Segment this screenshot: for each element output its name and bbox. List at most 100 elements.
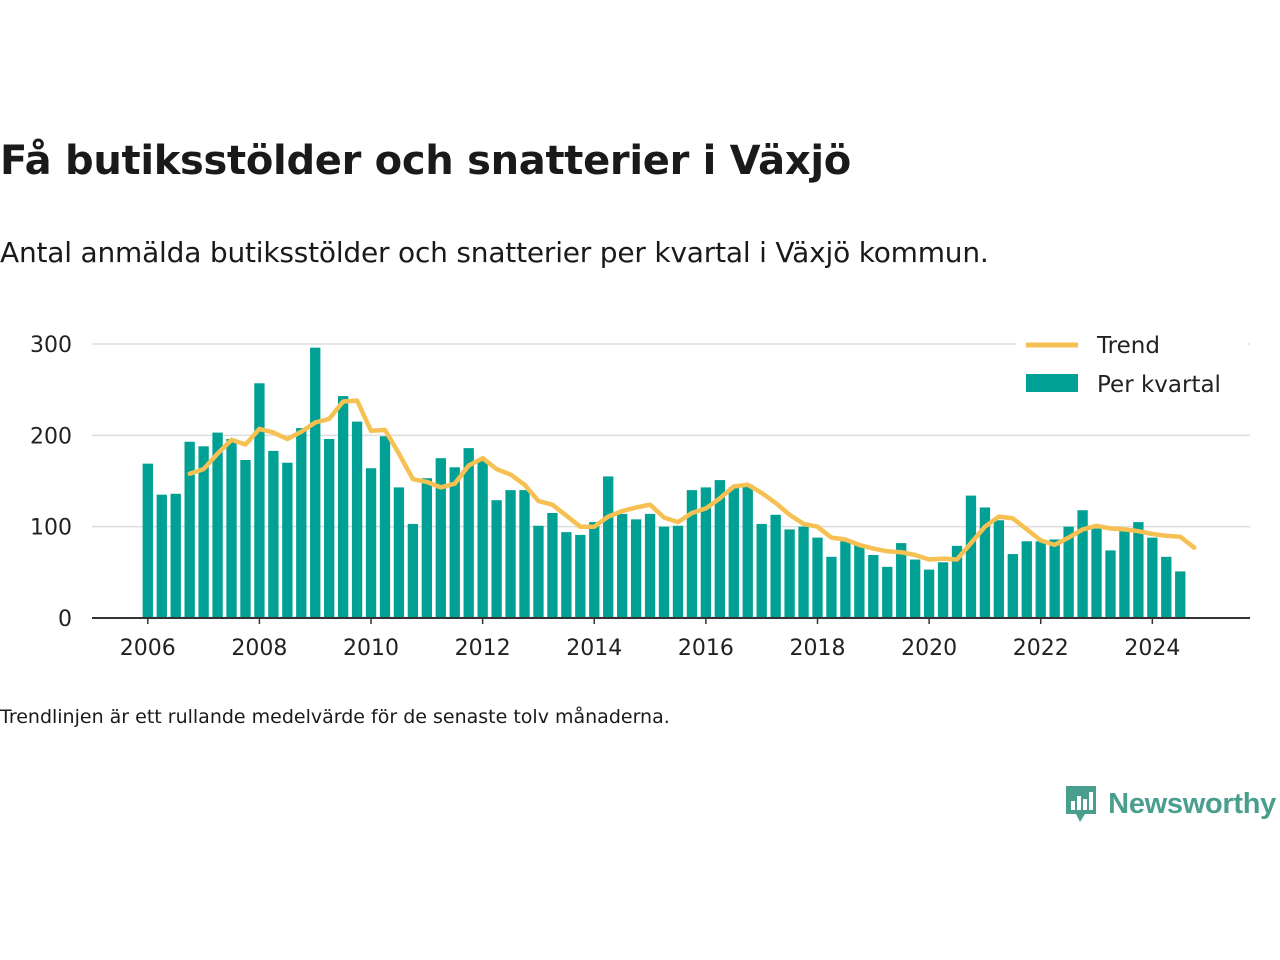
bar-per-kvartal (1175, 571, 1186, 618)
legend-label-per-kvartal: Per kvartal (1097, 372, 1221, 398)
brand-logo[interactable]: Newsworthy (1064, 784, 1276, 824)
bar-per-kvartal (533, 525, 544, 618)
bar-per-kvartal (240, 459, 251, 618)
bar-per-kvartal (589, 522, 600, 618)
bar-per-kvartal (770, 514, 781, 618)
bar-per-kvartal (170, 493, 181, 618)
bar-series-per-kvartal (142, 347, 1186, 618)
bar-per-kvartal (463, 448, 474, 618)
bar-per-kvartal (686, 490, 698, 618)
bar-per-kvartal (156, 494, 167, 618)
bar-per-kvartal (421, 478, 433, 618)
bar-per-kvartal (1049, 539, 1060, 618)
y-tick-label: 200 (30, 424, 72, 449)
bar-per-kvartal (756, 523, 767, 618)
bar-per-kvartal (449, 467, 460, 618)
x-tick-label: 2012 (455, 636, 511, 661)
newsworthy-logo-icon (1066, 786, 1097, 822)
bar-per-kvartal (714, 480, 725, 618)
bar-per-kvartal (868, 554, 879, 618)
bar-per-kvartal (1147, 537, 1158, 618)
bar-per-kvartal (909, 559, 921, 618)
bar-per-kvartal (672, 525, 684, 618)
bar-per-kvartal (184, 441, 195, 618)
bar-per-kvartal (226, 438, 237, 618)
chart-subtitle: Antal anmälda butiksstölder och snatteri… (0, 236, 989, 269)
legend-label-trend: Trend (1096, 333, 1160, 359)
bar-per-kvartal (603, 476, 614, 618)
bar-per-kvartal (1091, 528, 1102, 618)
y-tick-label: 100 (30, 516, 72, 541)
bar-per-kvartal (742, 484, 753, 618)
bar-per-kvartal (993, 520, 1005, 618)
bar-per-kvartal (826, 556, 837, 618)
bar-per-kvartal (630, 519, 642, 618)
bar-line-chart: 0 100 200 300 2006 2008 2010 2012 2014 2016 2018 20… (30, 328, 1250, 661)
x-tick-label: 2024 (1124, 636, 1180, 661)
bar-per-kvartal (310, 347, 321, 618)
x-tick-label: 2020 (901, 636, 957, 661)
bar-per-kvartal (212, 432, 223, 618)
axes: 0 100 200 300 2006 2008 2010 2012 2014 2016 2018 20… (30, 333, 1250, 661)
bar-per-kvartal (561, 532, 572, 618)
trend-line (187, 398, 1197, 562)
bar-per-kvartal (1021, 541, 1032, 618)
bar-per-kvartal (700, 487, 712, 618)
bar-per-kvartal (1161, 556, 1172, 618)
bar-per-kvartal (1063, 526, 1074, 618)
bar-per-kvartal (491, 500, 502, 618)
bar-per-kvartal (840, 541, 851, 618)
bar-per-kvartal (268, 450, 279, 618)
bar-per-kvartal (393, 487, 405, 618)
bar-per-kvartal (477, 459, 488, 618)
y-tick-label: 0 (58, 607, 72, 632)
bar-per-kvartal (519, 490, 530, 618)
bar-per-kvartal (937, 562, 949, 618)
bar-per-kvartal (658, 526, 670, 618)
bar-per-kvartal (896, 543, 907, 618)
bar-per-kvartal (979, 507, 991, 618)
bar-per-kvartal (951, 545, 963, 618)
legend-swatch-per-kvartal (1026, 374, 1078, 392)
bar-per-kvartal (617, 513, 628, 618)
bar-per-kvartal (351, 421, 363, 618)
bar-per-kvartal (365, 468, 377, 618)
bar-per-kvartal (1133, 522, 1144, 618)
y-tick-label: 300 (30, 333, 72, 358)
bar-per-kvartal (142, 463, 153, 618)
bar-per-kvartal (337, 396, 349, 618)
legend-background (1016, 328, 1248, 410)
bar-per-kvartal (296, 428, 307, 618)
legend: Trend Per kvartal (1016, 328, 1248, 410)
bar-per-kvartal (1119, 530, 1130, 618)
bar-per-kvartal (575, 534, 586, 618)
x-tick-label: 2010 (343, 636, 399, 661)
bar-per-kvartal (965, 495, 977, 618)
bar-per-kvartal (435, 458, 446, 618)
bar-per-kvartal (324, 438, 335, 618)
bar-per-kvartal (505, 490, 516, 618)
x-tick-label: 2014 (566, 636, 622, 661)
bar-per-kvartal (882, 566, 893, 618)
x-tick-label: 2006 (120, 636, 176, 661)
chart-title: Få butiksstölder och snatterier i Växjö (0, 138, 851, 184)
x-tick-label: 2016 (678, 636, 734, 661)
bar-per-kvartal (407, 523, 419, 618)
bar-per-kvartal (1105, 550, 1116, 618)
bar-per-kvartal (1035, 541, 1046, 618)
x-tick-label: 2018 (789, 636, 845, 661)
bar-per-kvartal (1007, 554, 1018, 618)
bar-per-kvartal (198, 446, 209, 618)
bar-per-kvartal (547, 512, 558, 618)
bar-per-kvartal (1077, 510, 1088, 618)
footnote: Trendlinjen är ett rullande medelvärde f… (0, 706, 670, 728)
bar-per-kvartal (379, 436, 391, 618)
line-series-trend (187, 398, 1197, 562)
bar-per-kvartal (282, 462, 293, 618)
x-tick-label: 2008 (231, 636, 287, 661)
bar-per-kvartal (254, 383, 265, 618)
bar-per-kvartal (798, 526, 809, 618)
bar-per-kvartal (854, 544, 865, 618)
bar-per-kvartal (644, 513, 656, 618)
bar-per-kvartal (784, 529, 795, 618)
